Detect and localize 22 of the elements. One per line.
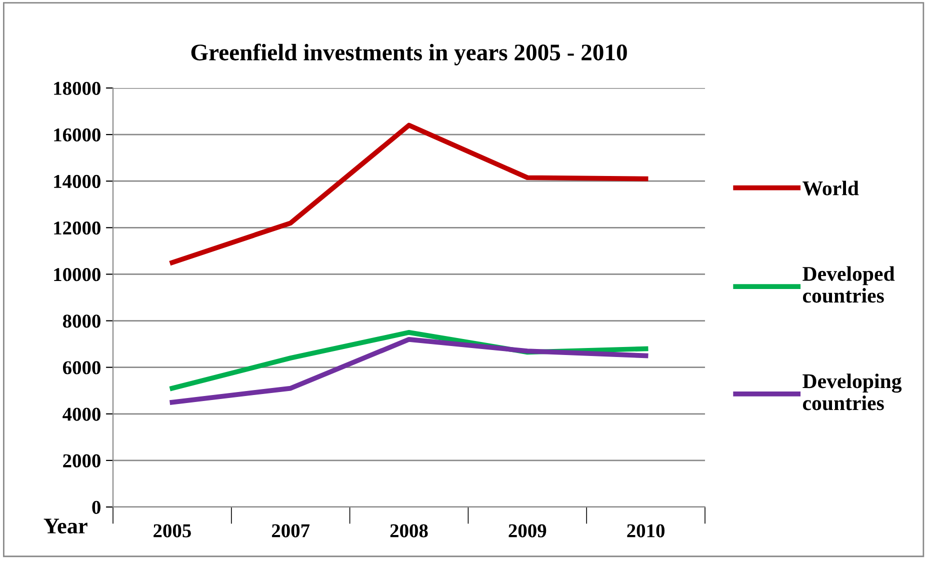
chart-title: Greenfield investments in years 2005 - 2010 xyxy=(191,44,627,66)
legend-label: Developing countries xyxy=(802,374,902,410)
x-tick-label: 2007 xyxy=(272,524,310,538)
x-tick-label: 2008 xyxy=(390,524,428,538)
x-tick-label: 2005 xyxy=(154,524,191,538)
line-series xyxy=(170,336,648,405)
x-axis-title: Year xyxy=(44,518,88,534)
line-series xyxy=(170,122,648,266)
y-tick-label: 0 xyxy=(92,500,100,514)
y-tick-label: 4000 xyxy=(62,408,100,421)
x-tick-label: 2009 xyxy=(508,524,546,538)
y-tick-label: 12000 xyxy=(54,221,100,235)
y-tick-label: 10000 xyxy=(54,268,100,282)
legend-label: Developed countries xyxy=(802,266,895,303)
y-tick-label: 2000 xyxy=(63,454,100,468)
y-tick-label: 6000 xyxy=(62,361,100,374)
legend-label: World xyxy=(802,180,859,196)
y-tick-label: 16000 xyxy=(54,128,100,142)
y-tick-label: 14000 xyxy=(54,174,100,188)
y-tick-label: 8000 xyxy=(62,314,100,328)
y-tick-label: 18000 xyxy=(54,82,100,95)
x-tick-label: 2010 xyxy=(627,524,665,538)
